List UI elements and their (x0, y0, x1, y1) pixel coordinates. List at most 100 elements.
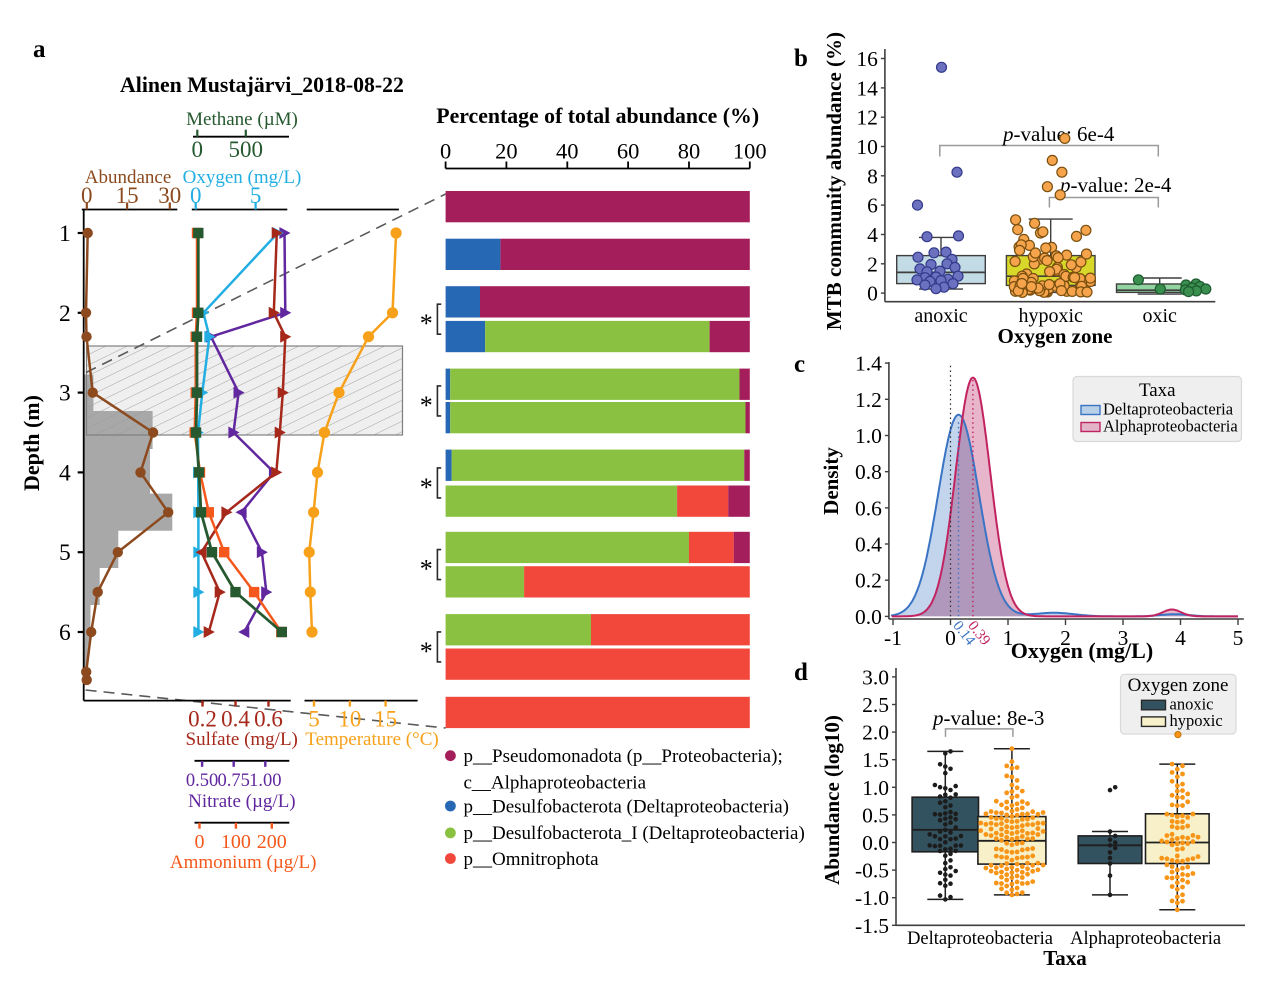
svg-text:Oxygen (mg/L): Oxygen (mg/L) (183, 167, 302, 188)
svg-text:40: 40 (556, 139, 579, 164)
svg-text:*: * (420, 637, 433, 666)
svg-text:b: b (794, 45, 808, 72)
svg-text:c__Alphaproteobacteria: c__Alphaproteobacteria (464, 772, 647, 793)
svg-text:Abundance (log10): Abundance (log10) (820, 715, 844, 885)
svg-text:-1: -1 (884, 626, 902, 650)
svg-text:0.5: 0.5 (862, 803, 889, 827)
svg-text:Sulfate (mg/L): Sulfate (mg/L) (186, 729, 298, 750)
svg-text:3: 3 (59, 381, 71, 407)
svg-text:p__Pseudomonadota (p__Proteoba: p__Pseudomonadota (p__Proteobacteria); (464, 746, 783, 767)
svg-text:Oxygen zone: Oxygen zone (998, 324, 1113, 348)
svg-text:p-value: 6e-4: p-value: 6e-4 (1001, 122, 1115, 146)
svg-text:5: 5 (250, 183, 262, 208)
svg-text:0: 0 (192, 137, 204, 162)
svg-text:2: 2 (1060, 626, 1071, 650)
svg-text:6: 6 (59, 620, 71, 646)
svg-text:anoxic: anoxic (914, 305, 967, 327)
svg-text:p-value: 8e-3: p-value: 8e-3 (931, 706, 1044, 730)
svg-text:Temperature (°C): Temperature (°C) (305, 729, 438, 750)
svg-text:5: 5 (59, 540, 71, 566)
svg-text:Percentage of total abundance: Percentage of total abundance (%) (436, 104, 759, 128)
svg-text:Methane (µM): Methane (µM) (186, 109, 298, 130)
svg-text:Nitrate (µg/L): Nitrate (µg/L) (188, 791, 296, 812)
svg-text:*: * (420, 391, 433, 420)
svg-text:30: 30 (158, 183, 181, 208)
svg-text:0.4: 0.4 (855, 533, 882, 557)
svg-text:8: 8 (867, 164, 878, 188)
svg-text:0.50: 0.50 (186, 771, 218, 791)
svg-text:0.6: 0.6 (254, 707, 283, 732)
svg-text:Alinen Mustajärvi_2018-08-22: Alinen Mustajärvi_2018-08-22 (120, 73, 404, 97)
svg-text:Alphaproteobacteria: Alphaproteobacteria (1070, 929, 1221, 949)
svg-text:0: 0 (867, 282, 878, 306)
svg-text:4: 4 (867, 223, 878, 247)
svg-text:0.6: 0.6 (855, 496, 882, 520)
svg-text:1.0: 1.0 (855, 424, 882, 448)
svg-text:6: 6 (867, 194, 878, 218)
svg-text:2: 2 (867, 252, 878, 276)
svg-text:hypoxic: hypoxic (1018, 305, 1083, 327)
svg-text:Ammonium (µg/L): Ammonium (µg/L) (170, 852, 317, 873)
svg-text:p__Omnitrophota: p__Omnitrophota (464, 849, 600, 870)
svg-text:0.2: 0.2 (855, 569, 882, 593)
svg-text:0: 0 (195, 831, 205, 853)
svg-text:Oxygen zone: Oxygen zone (1128, 675, 1229, 696)
svg-text:*: * (420, 309, 433, 338)
svg-text:60: 60 (617, 139, 640, 164)
svg-text:5: 5 (1233, 626, 1244, 650)
svg-text:Abundance: Abundance (85, 167, 172, 188)
svg-text:oxic: oxic (1142, 305, 1177, 327)
svg-text:Alphaproteobacteria: Alphaproteobacteria (1103, 417, 1238, 436)
svg-text:*: * (420, 473, 433, 502)
svg-text:1.0: 1.0 (862, 776, 889, 800)
svg-text:14: 14 (856, 76, 878, 100)
svg-text:0.75: 0.75 (218, 771, 250, 791)
svg-text:15: 15 (374, 707, 397, 732)
svg-text:100: 100 (733, 139, 767, 164)
svg-text:5: 5 (308, 707, 320, 732)
svg-text:0: 0 (440, 139, 451, 164)
svg-text:Deltaproteobacteria: Deltaproteobacteria (1103, 400, 1234, 419)
svg-text:0: 0 (945, 626, 956, 650)
svg-text:15: 15 (116, 183, 139, 208)
svg-text:0: 0 (81, 183, 93, 208)
svg-text:c: c (794, 351, 805, 378)
svg-text:p__Desulfobacterota (Deltaprot: p__Desulfobacterota (Deltaproteobacteria… (464, 796, 789, 817)
svg-text:80: 80 (678, 139, 701, 164)
svg-text:100: 100 (221, 831, 251, 853)
svg-text:2.5: 2.5 (862, 693, 889, 717)
svg-text:1: 1 (1003, 626, 1014, 650)
svg-text:Deltaproteobacteria: Deltaproteobacteria (907, 929, 1053, 949)
svg-text:anoxic: anoxic (1170, 695, 1214, 714)
svg-text:MTB community abundance (%): MTB community abundance (%) (822, 32, 846, 330)
svg-text:0.4: 0.4 (221, 707, 250, 732)
svg-text:0.8: 0.8 (855, 460, 882, 484)
svg-text:Oxygen (mg/L): Oxygen (mg/L) (1011, 638, 1153, 663)
svg-text:Taxa: Taxa (1139, 380, 1176, 401)
svg-text:p__Desulfobacterota_I (Deltapr: p__Desulfobacterota_I (Deltaproteobacter… (464, 823, 805, 844)
svg-text:200: 200 (257, 831, 287, 853)
svg-text:3: 3 (1118, 626, 1129, 650)
svg-text:500: 500 (229, 137, 264, 162)
svg-text:Taxa: Taxa (1043, 946, 1087, 970)
svg-text:-0.5: -0.5 (855, 859, 889, 883)
svg-text:1.2: 1.2 (855, 388, 882, 412)
svg-text:4: 4 (1175, 626, 1186, 650)
svg-text:16: 16 (856, 47, 878, 71)
svg-text:*: * (420, 555, 433, 584)
svg-text:10: 10 (338, 707, 361, 732)
svg-text:Depth (m): Depth (m) (19, 395, 44, 491)
svg-text:hypoxic: hypoxic (1170, 711, 1223, 730)
svg-text:10: 10 (856, 135, 878, 159)
svg-text:1.00: 1.00 (249, 771, 281, 791)
svg-text:0.0: 0.0 (855, 605, 882, 629)
svg-text:2: 2 (59, 301, 71, 327)
svg-text:-1.0: -1.0 (855, 886, 889, 910)
svg-text:0.2: 0.2 (188, 707, 217, 732)
svg-text:1: 1 (59, 221, 71, 247)
svg-text:1.5: 1.5 (862, 748, 889, 772)
svg-text:-1.5: -1.5 (855, 914, 889, 938)
svg-text:20: 20 (495, 139, 518, 164)
svg-text:p-value: 2e-4: p-value: 2e-4 (1058, 173, 1172, 197)
svg-text:d: d (794, 659, 808, 686)
